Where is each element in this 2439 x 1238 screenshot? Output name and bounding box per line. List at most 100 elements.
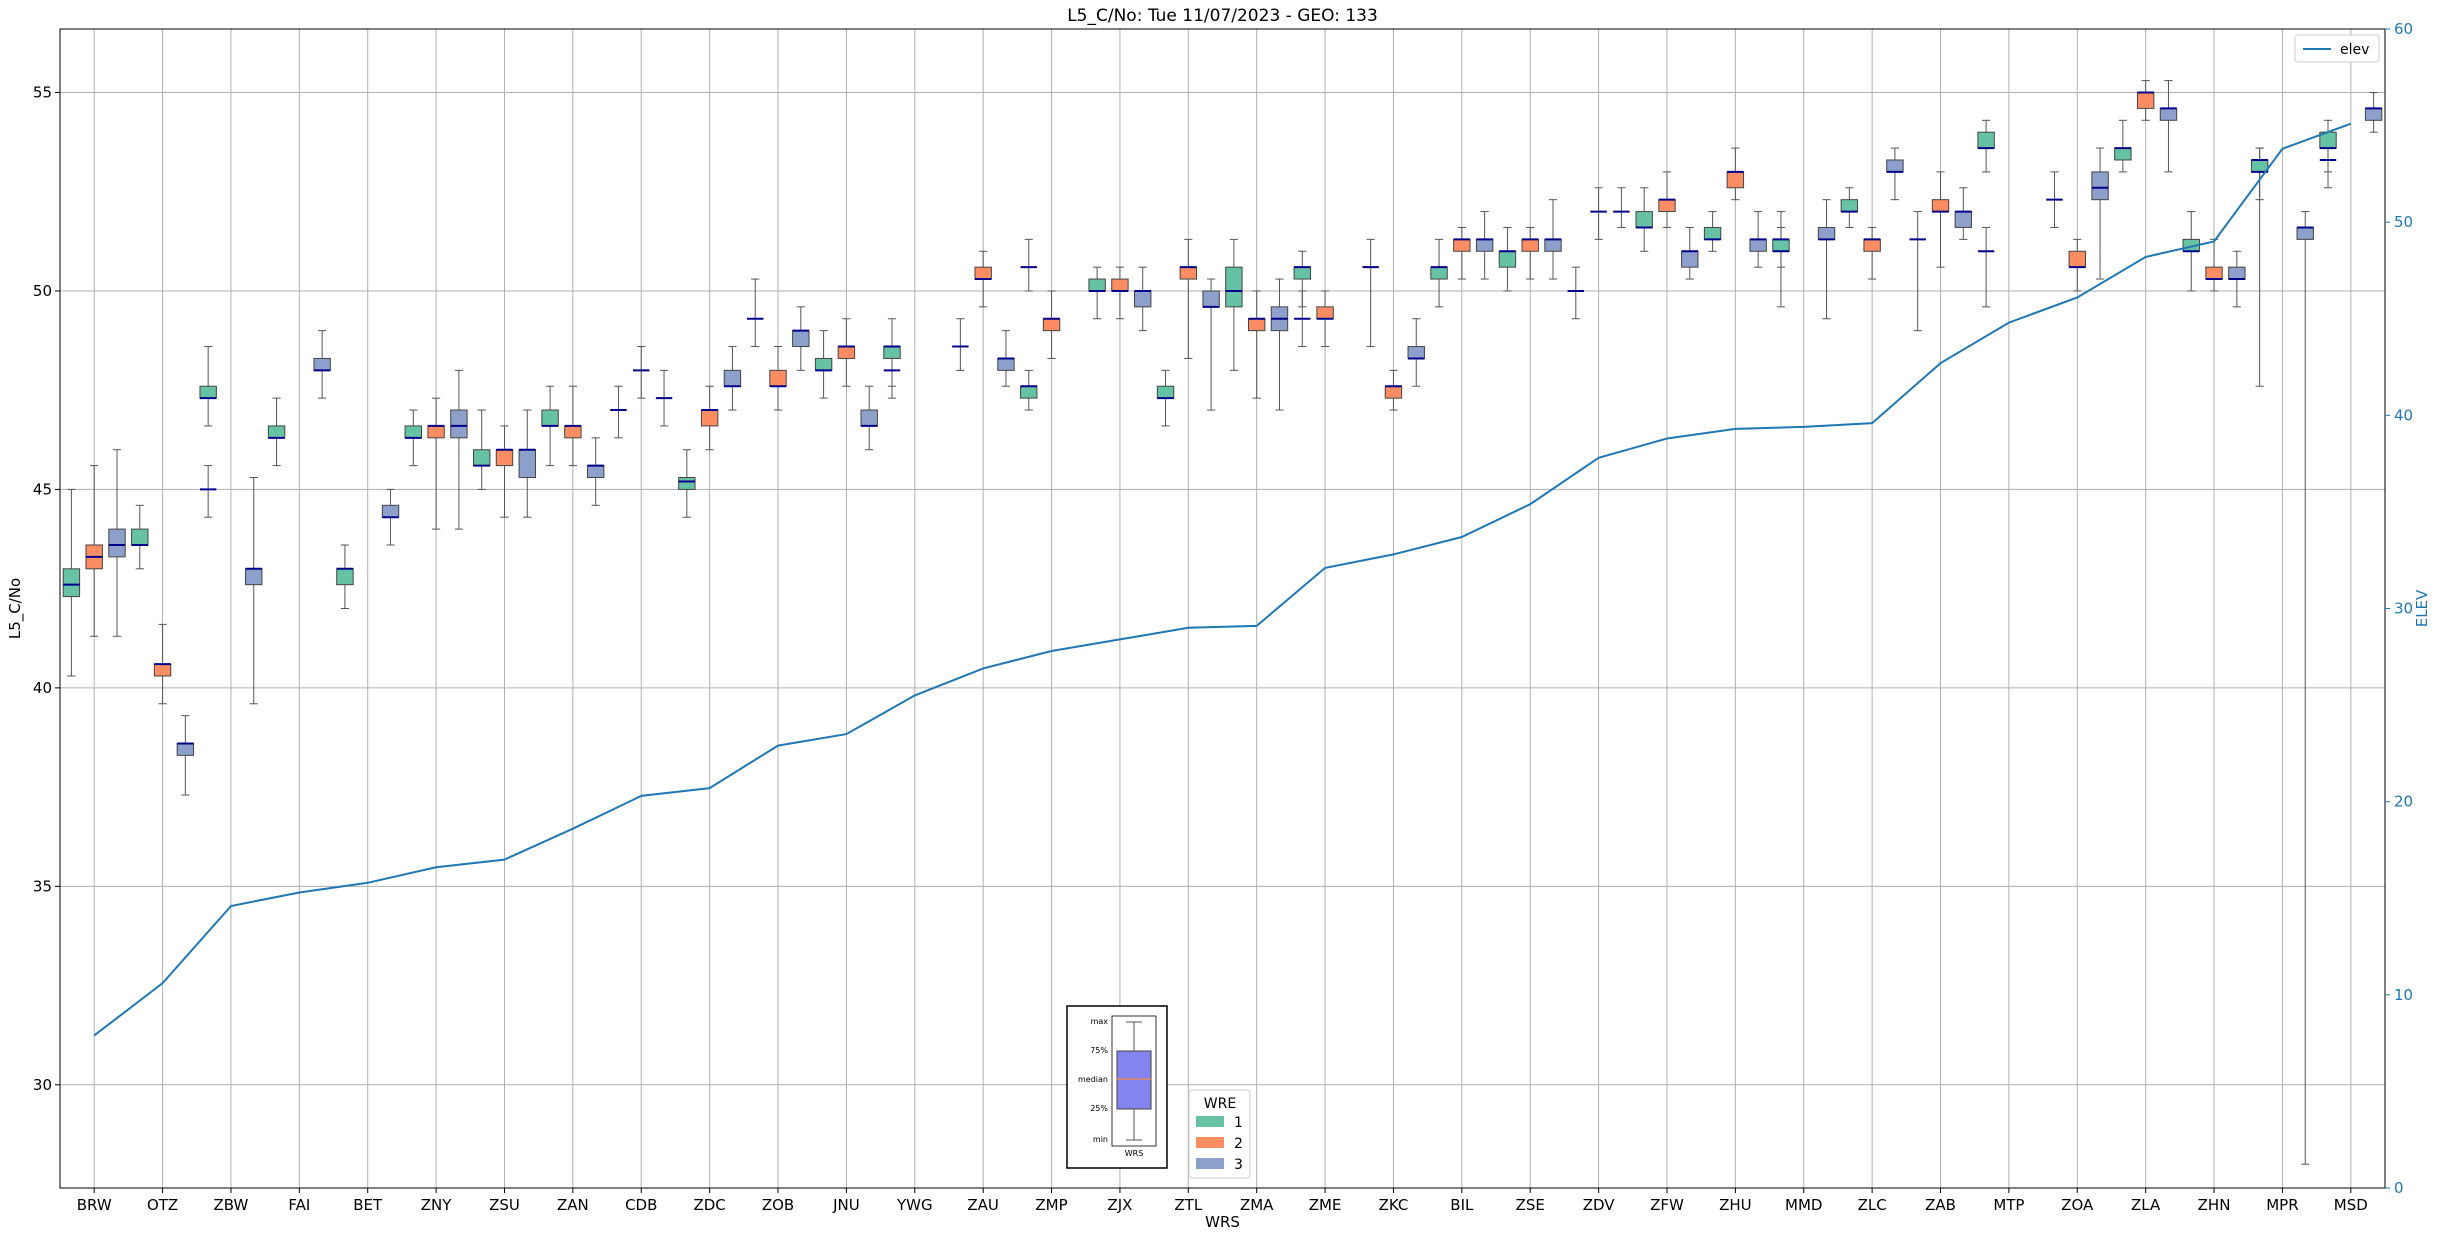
x-tick-label: ZOA — [2061, 1196, 2094, 1214]
box-series-2 — [1521, 238, 1539, 252]
box-series-3 — [108, 528, 126, 558]
box-series-3 — [1886, 159, 1904, 173]
box-series-1 — [2250, 159, 2269, 173]
box-series-2 — [1658, 199, 1676, 213]
x-tick-label: ZAB — [1925, 1196, 1956, 1214]
box-series-1 — [336, 568, 354, 586]
box-series-2 — [2205, 266, 2223, 280]
x-tick-label: BIL — [1450, 1196, 1474, 1214]
box-series-2 — [153, 663, 172, 677]
box-series-3 — [1681, 250, 1699, 268]
box-series-3 — [1817, 226, 1836, 240]
x-axis-ticks: BRW OTZ ZBW FAI BET ZNY ZSU ZAN CDB ZDC ZOB JNU YWG Z… — [77, 1188, 2368, 1214]
legend-label-elev: elev — [2340, 42, 2369, 58]
inset-label-1: 75% — [1090, 1046, 1108, 1055]
inset-label-0: max — [1091, 1017, 1109, 1026]
plot-frame — [59, 28, 2386, 1189]
wre-legend-title: WRE — [1204, 1096, 1236, 1112]
box-series-2 — [1384, 385, 1403, 399]
box-series-1 — [1020, 385, 1038, 399]
x-tick-label: MSD — [2334, 1196, 2368, 1214]
inset-label-4: min — [1093, 1135, 1108, 1144]
box-series-2 — [1111, 278, 1129, 292]
y-right-tick-label: 20 — [2394, 793, 2413, 811]
x-tick-label: ZAN — [557, 1196, 589, 1214]
box-series-1 — [1635, 211, 1653, 228]
box-series-3 — [518, 449, 536, 479]
box-series-1 — [1430, 266, 1448, 280]
x-tick-label: ZJX — [1107, 1196, 1132, 1214]
box-series-3 — [1544, 238, 1562, 252]
box-series-1 — [404, 425, 423, 439]
box-series-1 — [814, 357, 833, 371]
box-series-1 — [131, 528, 149, 546]
box-series-3 — [792, 330, 810, 348]
box-series-3 — [2296, 226, 2314, 240]
box-series-1 — [472, 449, 491, 467]
y-right-tick-label: 0 — [2394, 1179, 2404, 1197]
wre-legend-swatch-1 — [1196, 1116, 1224, 1127]
box-series-2 — [2068, 250, 2086, 268]
box-series-1 — [2114, 147, 2132, 161]
x-tick-label: MPR — [2266, 1196, 2298, 1214]
box-series-2 — [564, 425, 582, 439]
y-tick-label: 35 — [33, 877, 52, 895]
box-series-1 — [267, 425, 286, 439]
box-series-3 — [381, 504, 400, 518]
x-tick-label: ZMA — [1240, 1196, 1274, 1214]
box-series-2 — [1042, 318, 1061, 332]
box-series-1 — [1703, 226, 1722, 240]
x-tick-label: ZDC — [693, 1196, 725, 1214]
x-tick-label: ZLC — [1858, 1196, 1887, 1214]
box-series-3 — [997, 357, 1015, 371]
y-right-tick-label: 50 — [2394, 213, 2413, 231]
box-series-1 — [1088, 278, 1106, 292]
x-tick-label: MTP — [1993, 1196, 2024, 1214]
box-series-1 — [1225, 266, 1243, 308]
x-tick-label: ZKC — [1379, 1196, 1409, 1214]
y-tick-label: 45 — [33, 480, 52, 498]
box-series-1 — [541, 409, 559, 427]
inset-label-3: 25% — [1090, 1104, 1108, 1113]
box-series-2 — [974, 266, 992, 280]
x-tick-label: ZDV — [1583, 1196, 1616, 1214]
box-series-2 — [1316, 306, 1334, 320]
y-right-axis-ticks: 0 10 20 30 40 50 60 — [2385, 20, 2413, 1197]
x-tick-label: ZSU — [489, 1196, 520, 1214]
box-series-3 — [313, 357, 331, 371]
x-tick-label: OTZ — [147, 1196, 178, 1214]
box-series-3 — [586, 465, 605, 479]
y-right-tick-label: 30 — [2394, 600, 2413, 618]
box-series-2 — [700, 409, 719, 427]
x-tick-label: BRW — [77, 1196, 112, 1214]
box-series-2 — [1453, 238, 1471, 252]
wre-legend-swatch-2 — [1196, 1137, 1224, 1148]
x-tick-label: JNU — [832, 1196, 860, 1214]
y-axis-label: L5_C/No — [6, 578, 25, 639]
x-tick-label: ZBW — [214, 1196, 249, 1214]
x-tick-label: ZOB — [762, 1196, 794, 1214]
box-explanation-inset: max 75% median 25% min WRS — [1066, 1005, 1168, 1169]
x-tick-label: FAI — [288, 1196, 310, 1214]
box-series-3 — [1954, 211, 1973, 228]
elev-series-line — [93, 122, 2352, 1037]
box-series-3 — [1202, 290, 1220, 308]
box-series-3 — [723, 369, 742, 387]
x-axis-label: WRS — [1205, 1213, 1240, 1231]
box-series-2 — [1179, 266, 1198, 280]
y-right-tick-label: 10 — [2394, 986, 2413, 1004]
inset-label-2: median — [1078, 1075, 1108, 1084]
x-tick-label: ZHN — [2198, 1196, 2231, 1214]
box-series-2 — [2136, 92, 2155, 109]
wre-legend-label-3: 3 — [1234, 1157, 1243, 1173]
box-series-1 — [199, 385, 217, 399]
box-series-3 — [1407, 346, 1425, 359]
box-series-1 — [1498, 250, 1517, 268]
box-series-3 — [860, 409, 878, 427]
box-series-2 — [1247, 318, 1266, 332]
box-series-1 — [1293, 266, 1311, 280]
x-tick-label: CDB — [625, 1196, 657, 1214]
box-series-2 — [495, 449, 514, 467]
x-tick-label: ZMP — [1035, 1196, 1067, 1214]
